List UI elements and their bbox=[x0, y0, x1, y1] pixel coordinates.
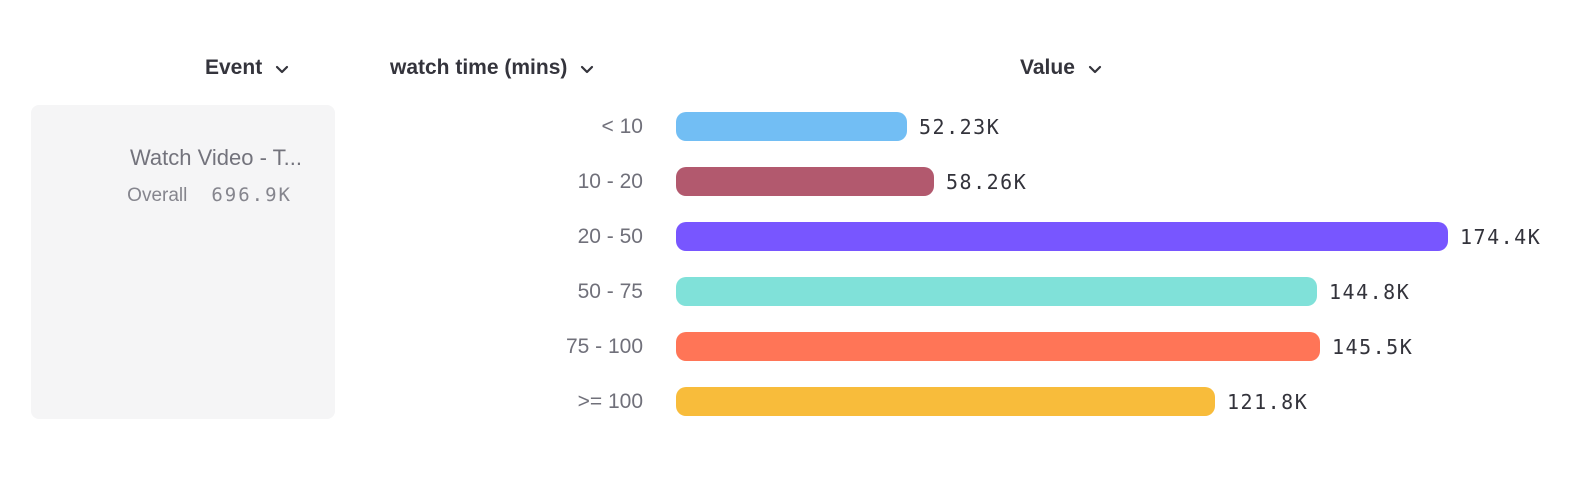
value-label: 121.8K bbox=[1227, 389, 1309, 414]
category-label: 20 - 50 bbox=[577, 224, 643, 248]
event-name: Watch Video - T... bbox=[129, 145, 302, 170]
value-label: 145.5K bbox=[1332, 334, 1414, 359]
bar[interactable] bbox=[676, 222, 1448, 251]
bar[interactable] bbox=[676, 332, 1320, 361]
column-header-value[interactable]: Value bbox=[1020, 54, 1102, 82]
value-label: 58.26K bbox=[946, 169, 1028, 194]
column-header-breakdown-label: watch time (mins) bbox=[390, 56, 568, 79]
chevron-down-icon bbox=[1088, 65, 1102, 74]
chevron-down-icon bbox=[580, 65, 594, 74]
column-header-event[interactable]: Event bbox=[205, 54, 289, 82]
bar-row: 10 - 20 58.26K bbox=[0, 154, 1584, 209]
bar-track: 58.26K bbox=[676, 167, 1027, 196]
column-header-event-label: Event bbox=[205, 56, 263, 79]
bar-track: 174.4K bbox=[676, 222, 1541, 251]
category-label: < 10 bbox=[601, 114, 643, 138]
bar[interactable] bbox=[676, 112, 907, 141]
event-legend-card[interactable]: Watch Video - T... Overall 696.9K bbox=[31, 105, 335, 419]
overall-label: Overall bbox=[127, 185, 188, 206]
bar-row: >= 100 121.8K bbox=[0, 374, 1584, 429]
bar-track: 144.8K bbox=[676, 277, 1410, 306]
overall-value: 696.9K bbox=[211, 184, 292, 206]
bar[interactable] bbox=[676, 387, 1215, 416]
bar-row: 50 - 75 144.8K bbox=[0, 264, 1584, 319]
bar-row: 75 - 100 145.5K bbox=[0, 319, 1584, 374]
bar-track: 121.8K bbox=[676, 387, 1308, 416]
column-header-breakdown[interactable]: watch time (mins) bbox=[390, 54, 594, 82]
bar-row: 20 - 50 174.4K bbox=[0, 209, 1584, 264]
bar-track: 52.23K bbox=[676, 112, 1000, 141]
category-label: 50 - 75 bbox=[577, 279, 643, 303]
bar-row: < 10 52.23K bbox=[0, 99, 1584, 154]
category-label: 75 - 100 bbox=[565, 334, 643, 358]
category-label: 10 - 20 bbox=[577, 169, 643, 193]
bar-chart-rows: < 10 52.23K 10 - 20 58.26K 20 - 50 174.4K 50 -… bbox=[0, 99, 1584, 429]
category-label: >= 100 bbox=[577, 389, 643, 413]
bar[interactable] bbox=[676, 277, 1317, 306]
value-label: 144.8K bbox=[1329, 279, 1411, 304]
chevron-down-icon bbox=[275, 65, 289, 74]
value-label: 52.23K bbox=[919, 114, 1001, 139]
bar-track: 145.5K bbox=[676, 332, 1413, 361]
overall-row: Overall 696.9K bbox=[127, 184, 292, 207]
bar[interactable] bbox=[676, 167, 934, 196]
column-header-value-label: Value bbox=[1020, 56, 1075, 79]
value-label: 174.4K bbox=[1460, 224, 1542, 249]
